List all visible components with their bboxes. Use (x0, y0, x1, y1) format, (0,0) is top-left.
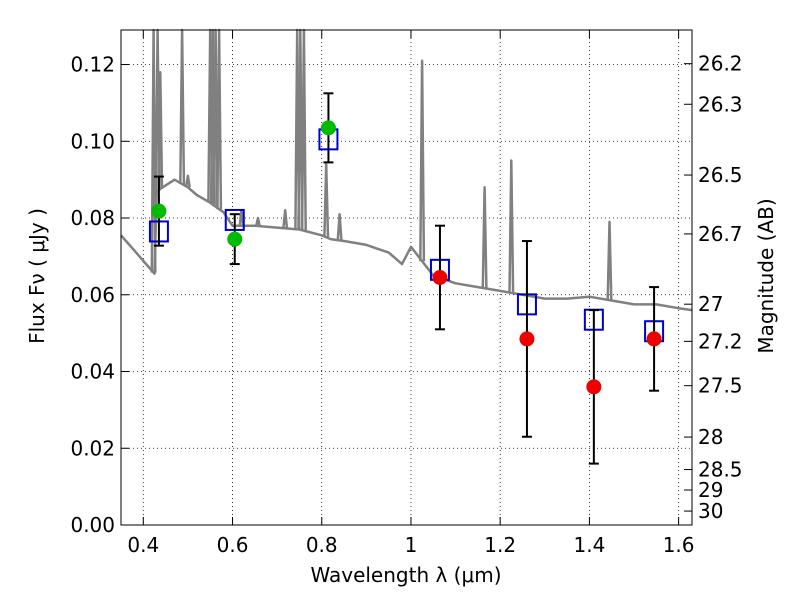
ticks: 0.4 0.6 0.8 1 1.2 1.4 1.6 0.00 0.02 0.04 0.06 0.08 0… (70, 30, 743, 557)
y-right-tick-label: 26.2 (698, 52, 743, 76)
spectrum-emission-line (184, 174, 191, 188)
x-tick-label: 0.6 (217, 533, 249, 557)
x-tick-label: 1.2 (484, 533, 516, 557)
spectrum-emission-line (216, 28, 223, 210)
y-right-tick-label: 26.5 (698, 163, 743, 187)
y-right-tick-label: 26.3 (698, 92, 743, 116)
y-right-tick-label: 27.2 (698, 329, 743, 353)
y-tick-label: 0.00 (70, 513, 115, 537)
spectrum (120, 28, 693, 312)
spectrum-emission-line (481, 186, 488, 289)
spectrum-emission-line (606, 220, 613, 301)
x-tick-label: 1.4 (573, 533, 605, 557)
spectrum-emission-line (238, 209, 245, 226)
spectrum-emission-line (323, 163, 330, 238)
markers (148, 92, 665, 465)
spectrum-emission-line (282, 209, 289, 229)
y-tick-label: 0.08 (70, 206, 115, 230)
spectrum-emission-line (300, 28, 307, 231)
x-axis-label: Wavelength λ (μm) (310, 563, 501, 587)
grid (121, 30, 692, 525)
y-tick-label: 0.04 (70, 360, 115, 384)
y-right-axis-label: Magnitude (AB) (754, 198, 778, 353)
observed-point (646, 331, 662, 347)
y-right-tick-label: 27 (698, 292, 723, 316)
y-axis-label: Flux Fν ( μJy ) (25, 208, 49, 344)
observed-point (151, 203, 167, 219)
y-right-tick-label: 26.7 (698, 222, 743, 246)
y-right-tick-label: 29 (698, 478, 723, 502)
observed-point (519, 331, 535, 347)
spectrum-emission-line (508, 159, 515, 293)
x-tick-label: 1 (405, 533, 418, 557)
y-right-tick-label: 27.5 (698, 374, 743, 398)
observed-point (227, 231, 243, 247)
x-tick-label: 1.6 (663, 533, 695, 557)
observed-point (320, 120, 336, 136)
spectrum-emission-line (419, 59, 426, 262)
x-tick-label: 0.4 (127, 533, 159, 557)
plot-frame (120, 29, 693, 526)
spectrum-continuum (120, 178, 693, 312)
spectrum-emission-line (179, 28, 186, 185)
y-right-tick-label: 28.5 (698, 458, 743, 482)
y-tick-label: 0.10 (70, 129, 115, 153)
spectrum-emission-line (150, 28, 157, 273)
y-right-tick-label: 28 (698, 425, 723, 449)
spectrum-emission-line (157, 70, 164, 189)
spectrum-emission-line (336, 212, 343, 241)
x-tick-label: 0.8 (306, 533, 338, 557)
observed-point (586, 379, 602, 395)
y-right-tick-label: 30 (698, 499, 723, 523)
y-tick-label: 0.06 (70, 283, 115, 307)
y-tick-label: 0.12 (70, 53, 115, 77)
observed-point (432, 270, 448, 285)
y-tick-label: 0.02 (70, 436, 115, 460)
spectrum-emission-line (254, 216, 261, 227)
